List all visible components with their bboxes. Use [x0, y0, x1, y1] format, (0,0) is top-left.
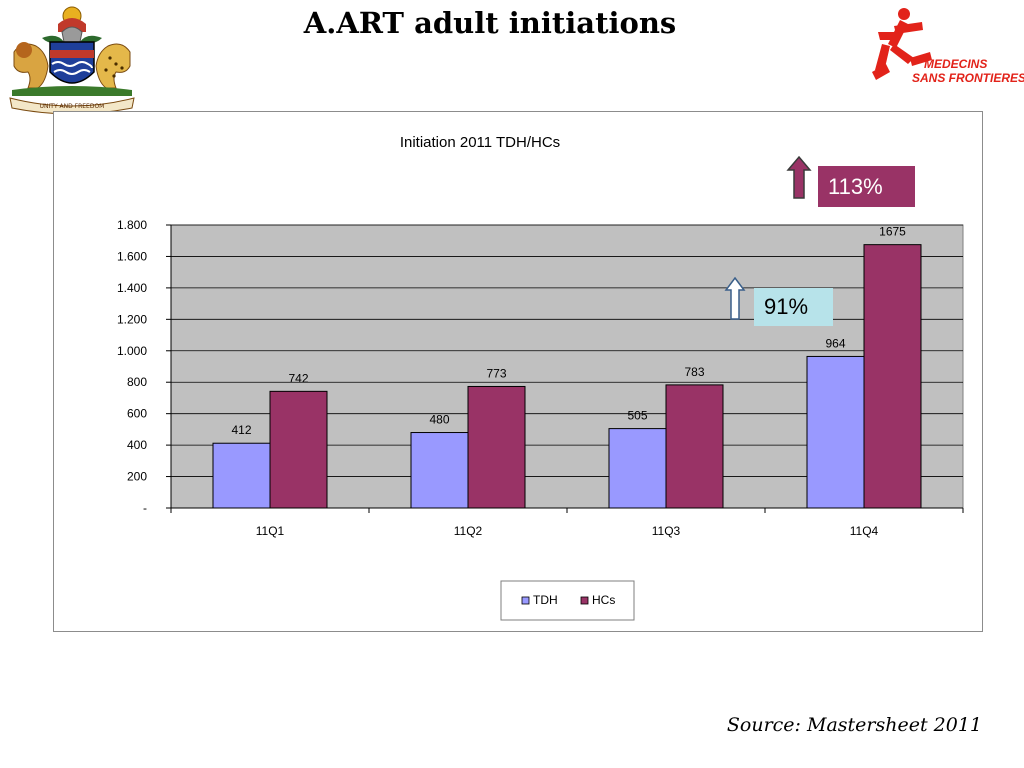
msf-line2: SANS FRONTIERES — [912, 71, 1024, 85]
y-tick-label: 600 — [127, 407, 147, 421]
y-tick-label: 400 — [127, 438, 147, 452]
data-label: 783 — [684, 365, 704, 379]
bar-hcs — [269, 390, 328, 509]
hcs-growth-value: 113% — [828, 174, 883, 199]
y-tick-label: 1.800 — [117, 218, 147, 232]
y-tick-label: 200 — [127, 470, 147, 484]
bar-chart: Initiation 2011 TDH/HCs - 200 400 600 800 1.0… — [117, 134, 964, 621]
legend-swatch-tdh — [521, 596, 530, 605]
y-tick-label: 1.600 — [117, 249, 147, 263]
up-arrow-icon — [724, 276, 746, 320]
legend-label-tdh: TDH — [533, 593, 558, 607]
y-tick-label: 1.000 — [117, 344, 147, 358]
x-tick-label: 11Q3 — [652, 524, 681, 538]
bars — [212, 244, 922, 509]
data-label: 480 — [429, 413, 449, 427]
chart-frame: Initiation 2011 TDH/HCs - 200 400 600 800 1.0… — [53, 111, 983, 632]
data-label: 773 — [486, 366, 506, 380]
x-tick-label: 11Q4 — [850, 524, 879, 538]
axes: - 200 400 600 800 1.000 1.200 1.400 1.600 1.800 11… — [117, 218, 964, 538]
bar-hcs — [863, 244, 922, 509]
y-tick-label: 800 — [127, 375, 147, 389]
bar-tdh — [410, 432, 469, 509]
malawi-coat-of-arms-icon: UNITY AND FREEDOM — [2, 2, 142, 114]
chart-title: Initiation 2011 TDH/HCs — [400, 134, 560, 151]
bar-tdh — [806, 355, 865, 509]
data-label: 1675 — [879, 225, 906, 239]
data-labels: 412 742 480 773 505 783 964 1675 — [231, 225, 906, 438]
msf-logo-icon: MEDECINS SANS FRONTIERES — [872, 8, 1024, 85]
source-note: Source: Mastersheet 2011 — [726, 714, 982, 736]
legend-swatch-hcs — [580, 596, 589, 605]
data-label: 412 — [231, 423, 251, 437]
slide-title: A.ART adult initiations — [303, 6, 677, 40]
data-label: 742 — [288, 371, 308, 385]
tdh-growth-callout: 91% — [754, 288, 833, 326]
y-tick-label: 1.400 — [117, 281, 147, 295]
tdh-growth-value: 91% — [764, 294, 809, 319]
up-arrow-icon — [786, 155, 812, 199]
y-tick-label: 1.200 — [117, 312, 147, 326]
y-tick-label: - — [143, 501, 147, 515]
x-tick-label: 11Q2 — [454, 524, 483, 538]
legend-label-hcs: HCs — [592, 593, 615, 607]
bar-tdh — [212, 442, 271, 509]
x-tick-label: 11Q1 — [256, 524, 285, 538]
data-label: 964 — [825, 336, 845, 350]
bar-tdh — [608, 428, 667, 509]
motto-text: UNITY AND FREEDOM — [40, 103, 105, 110]
hcs-growth-callout: 113% — [818, 166, 915, 207]
msf-line1: MEDECINS — [924, 57, 987, 71]
bar-hcs — [467, 385, 526, 509]
bar-hcs — [665, 384, 724, 509]
legend: TDH HCs — [500, 580, 635, 621]
data-label: 505 — [627, 409, 647, 423]
